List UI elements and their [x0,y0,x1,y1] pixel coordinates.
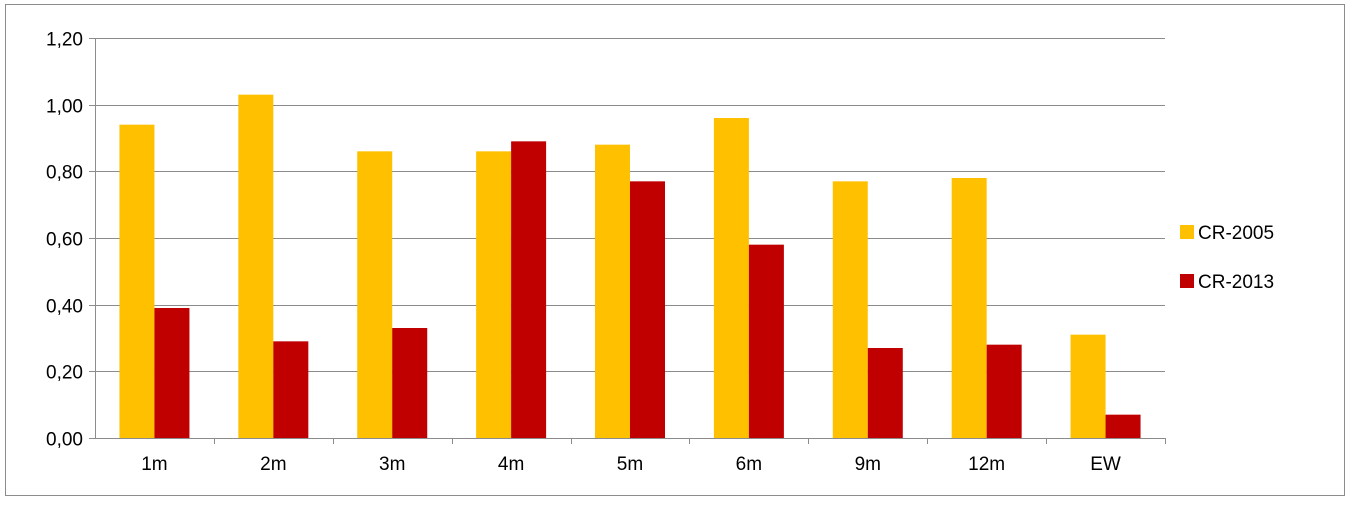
y-tick-label: 1,20 [46,30,83,51]
legend-label: CR-2005 [1198,223,1274,244]
axes [89,38,1166,444]
bar-cr-2005-4m [476,151,512,439]
bar-cr-2013-ew [1105,414,1141,438]
bar-cr-2005-6m [713,118,749,438]
legend-swatch [1180,274,1194,288]
bar-cr-2005-5m [595,144,630,438]
bar-cr-2005-ew [1070,334,1106,438]
y-tick-label: 1,00 [46,97,83,118]
x-tick-label: 5m [617,454,643,475]
bar-cr-2013-2m [273,341,309,438]
bar-cr-2013-1m [154,308,190,438]
bar-cr-2013-6m [748,244,784,438]
chart-frame [5,4,1345,496]
bar-cr-2013-5m [630,181,665,439]
x-tick-label: 3m [379,454,405,475]
x-tick-label: 1m [141,454,167,475]
bar-cr-2005-9m [832,181,868,439]
legend: CR-2005 CR-2013 [1180,223,1274,293]
y-tick-label: 0,80 [46,163,83,184]
bar-cr-2005-2m [238,94,274,439]
y-tick-label: 0,00 [46,430,83,451]
bars [119,94,1141,439]
x-tick-label: 9m [855,454,881,475]
tick-labels: 0,00 0,20 0,40 0,60 0,80 1,00 1,20 1m 2m 3m 4m 5m 6m… [46,30,1121,476]
legend-swatch [1180,225,1194,239]
x-tick-label: 12m [968,454,1005,475]
bar-cr-2005-3m [357,151,393,439]
x-tick-label: 6m [736,454,762,475]
x-tick-label: EW [1090,454,1121,475]
y-tick-label: 0,20 [46,363,83,384]
x-tick-label: 2m [260,454,286,475]
bar-cr-2013-9m [867,348,903,438]
bar-cr-2013-4m [511,141,547,439]
bar-cr-2005-12m [951,178,987,438]
y-tick-label: 0,60 [46,230,83,251]
x-tick-label: 4m [498,454,524,475]
bar-cr-2005-1m [119,124,155,439]
bar-cr-2013-12m [986,344,1022,438]
bar-cr-2013-3m [392,328,428,438]
y-tick-label: 0,40 [46,297,83,318]
legend-label: CR-2013 [1198,272,1274,293]
